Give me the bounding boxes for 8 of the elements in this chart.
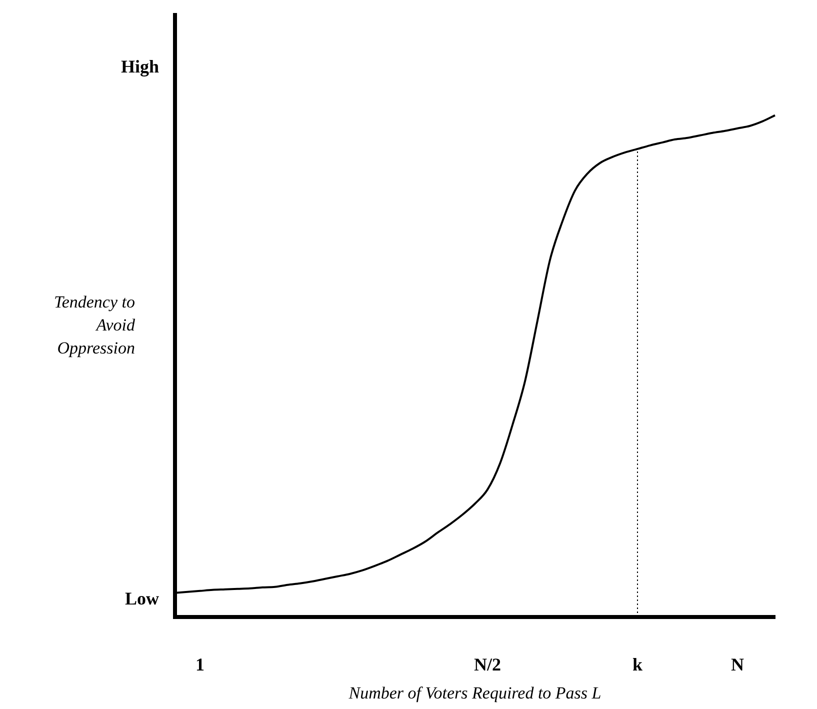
- x-tick-label: N: [731, 654, 744, 674]
- y-axis-title: Tendency to Avoid Oppression: [54, 292, 136, 358]
- x-axis-title: Number of Voters Required to Pass L: [348, 683, 602, 702]
- x-tick-label: k: [632, 654, 643, 674]
- text: High: [120, 56, 159, 77]
- text: Low: [124, 588, 159, 609]
- x-tick-label: N/2: [474, 654, 501, 674]
- x-tick-label: 1: [196, 654, 204, 674]
